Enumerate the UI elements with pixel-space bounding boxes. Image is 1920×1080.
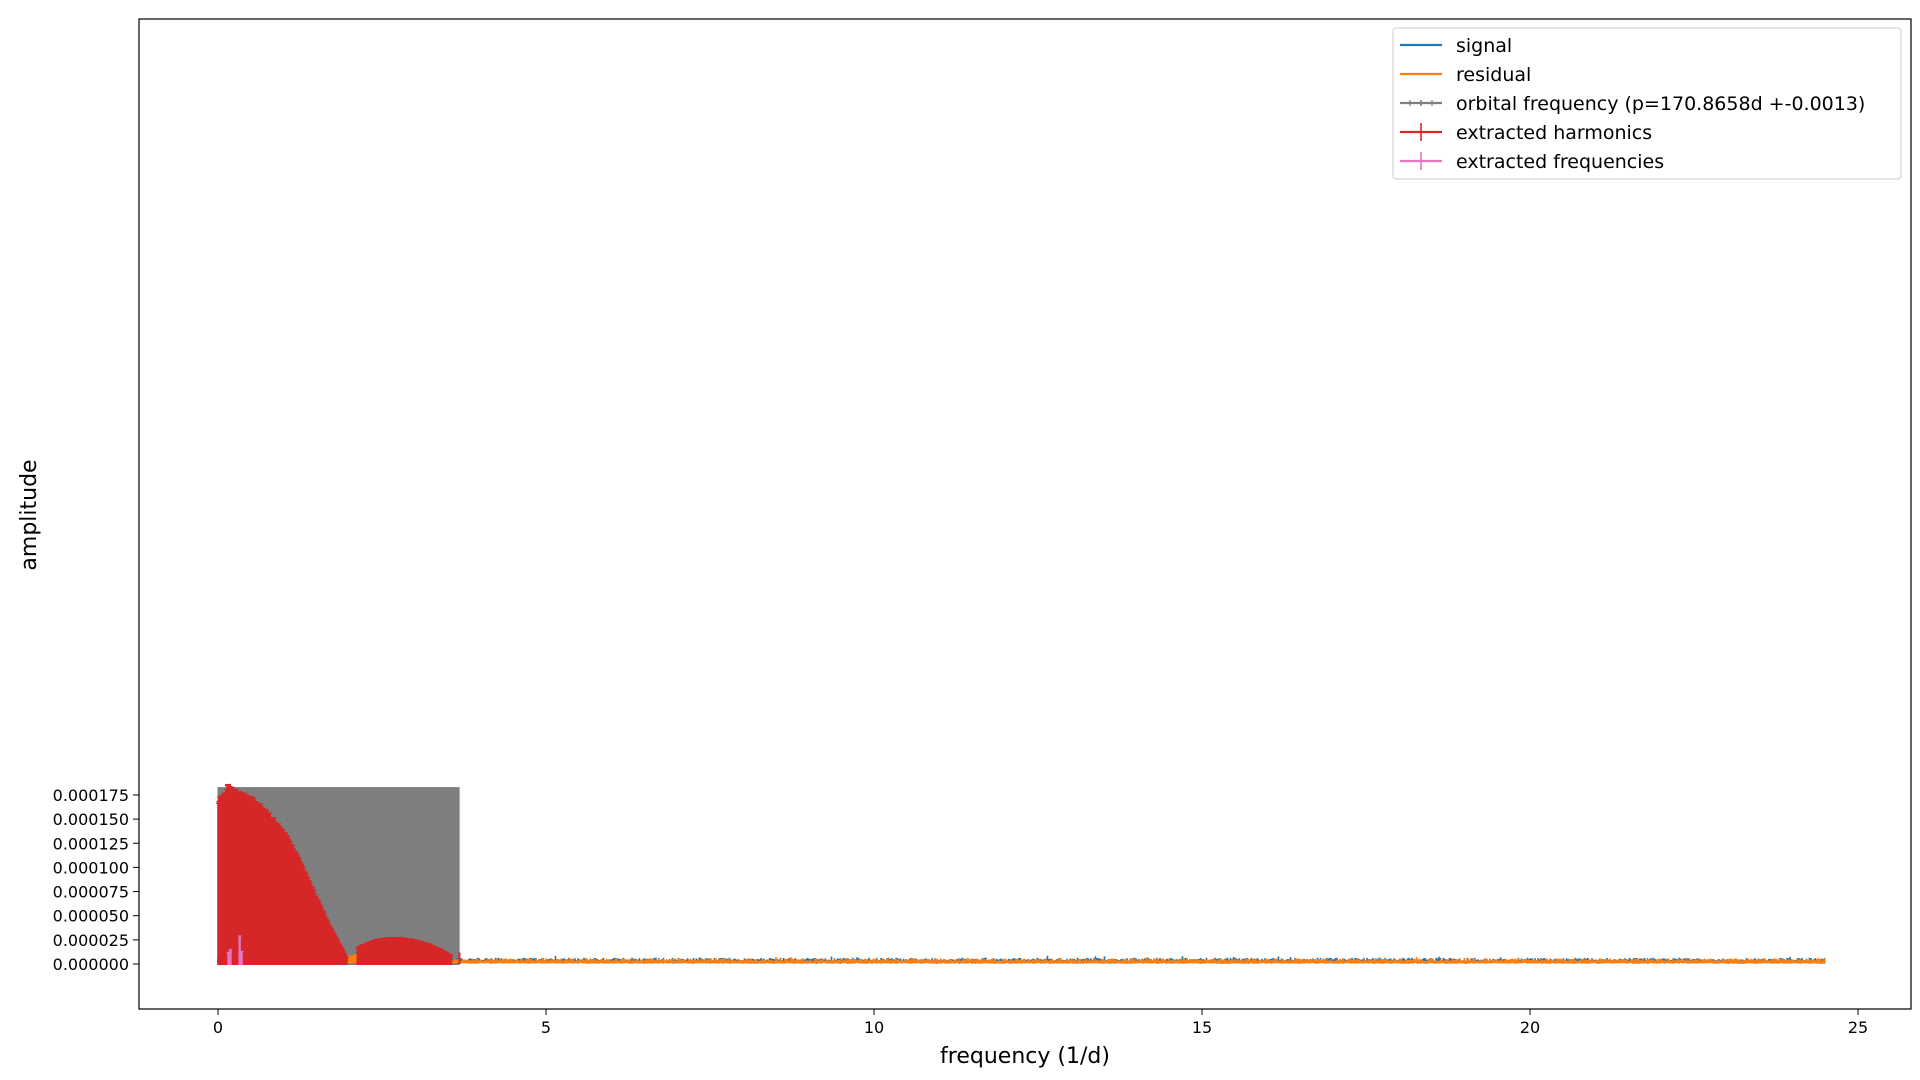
legend-label: extracted harmonics	[1456, 122, 1652, 144]
y-tick-label: 0.000075	[53, 883, 129, 902]
legend-label: signal	[1456, 35, 1512, 57]
plot-area	[216, 783, 1826, 965]
extracted-frequencies-series	[226, 935, 244, 965]
y-axis-label: amplitude	[17, 459, 42, 570]
x-tick-label: 25	[1848, 1018, 1868, 1037]
y-tick-label: 0.000100	[53, 858, 129, 877]
legend-label: extracted frequencies	[1456, 151, 1664, 173]
y-tick-label: 0.000050	[53, 907, 129, 926]
harmonics-series	[216, 783, 461, 965]
y-tick-label: 0.000175	[53, 786, 129, 805]
y-tick-label: 0.000125	[53, 834, 129, 853]
legend-box	[1392, 27, 1902, 180]
y-tick-label: 0.000025	[53, 931, 129, 950]
x-axis-label: frequency (1/d)	[940, 1044, 1110, 1069]
y-tick-label: 0.000000	[53, 955, 129, 974]
y-axis: 0.000000 0.000025 0.000050 0.000075 0.000100…	[53, 786, 139, 974]
x-tick-label: 15	[1192, 1018, 1212, 1037]
axes-frame	[138, 18, 1912, 1010]
x-tick-label: 5	[541, 1018, 551, 1037]
x-axis: 0 5 10 15 20 25	[213, 1009, 1868, 1037]
y-tick-label: 0.000150	[53, 810, 129, 829]
x-tick-label: 20	[1520, 1018, 1540, 1037]
legend: signal residual orbital frequency (p=170.8…	[1392, 27, 1902, 180]
x-tick-label: 10	[864, 1018, 884, 1037]
x-tick-label: 0	[213, 1018, 223, 1037]
legend-label: orbital frequency (p=170.8658d +-0.0013)	[1456, 93, 1865, 115]
legend-label: residual	[1456, 64, 1531, 86]
